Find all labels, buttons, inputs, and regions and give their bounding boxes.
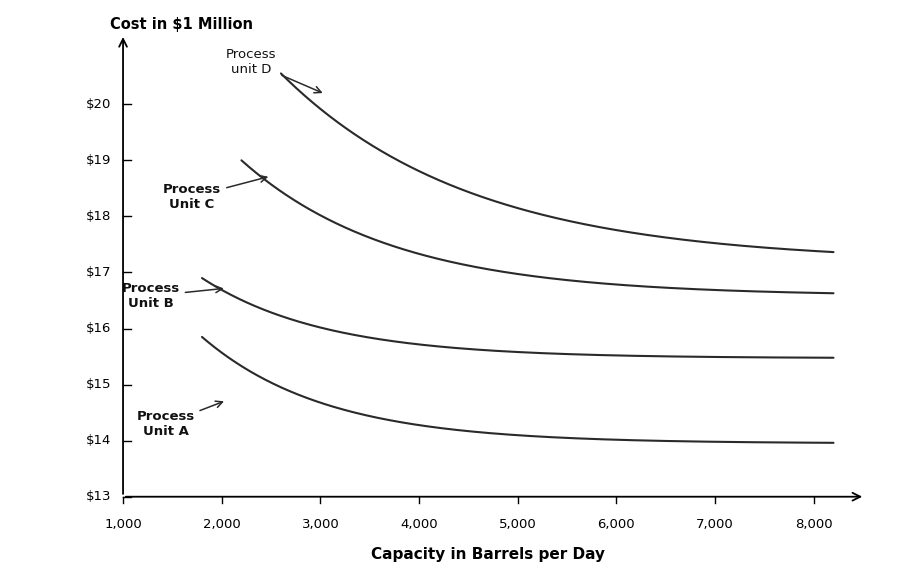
Text: $16: $16 [86, 322, 111, 335]
Text: $19: $19 [86, 154, 111, 167]
Text: $13: $13 [86, 490, 111, 503]
Text: 4,000: 4,000 [400, 518, 437, 531]
Text: 2,000: 2,000 [203, 518, 241, 531]
Text: 8,000: 8,000 [795, 518, 833, 531]
Text: Capacity in Barrels per Day: Capacity in Barrels per Day [371, 547, 605, 562]
Text: $18: $18 [86, 210, 111, 223]
Text: Process
Unit C: Process Unit C [163, 176, 267, 211]
Text: 3,000: 3,000 [301, 518, 339, 531]
Text: 5,000: 5,000 [499, 518, 537, 531]
Text: $15: $15 [86, 378, 111, 391]
Text: Cost in $1 Million: Cost in $1 Million [110, 17, 253, 33]
Text: $20: $20 [86, 98, 111, 111]
Text: Process
Unit B: Process Unit B [122, 282, 222, 310]
Text: $14: $14 [86, 434, 111, 447]
Text: 1,000: 1,000 [104, 518, 142, 531]
Text: 7,000: 7,000 [696, 518, 734, 531]
Text: 6,000: 6,000 [598, 518, 635, 531]
Text: $17: $17 [86, 266, 111, 279]
Text: Process
Unit A: Process Unit A [136, 401, 223, 438]
Text: Process
unit D: Process unit D [226, 48, 321, 93]
